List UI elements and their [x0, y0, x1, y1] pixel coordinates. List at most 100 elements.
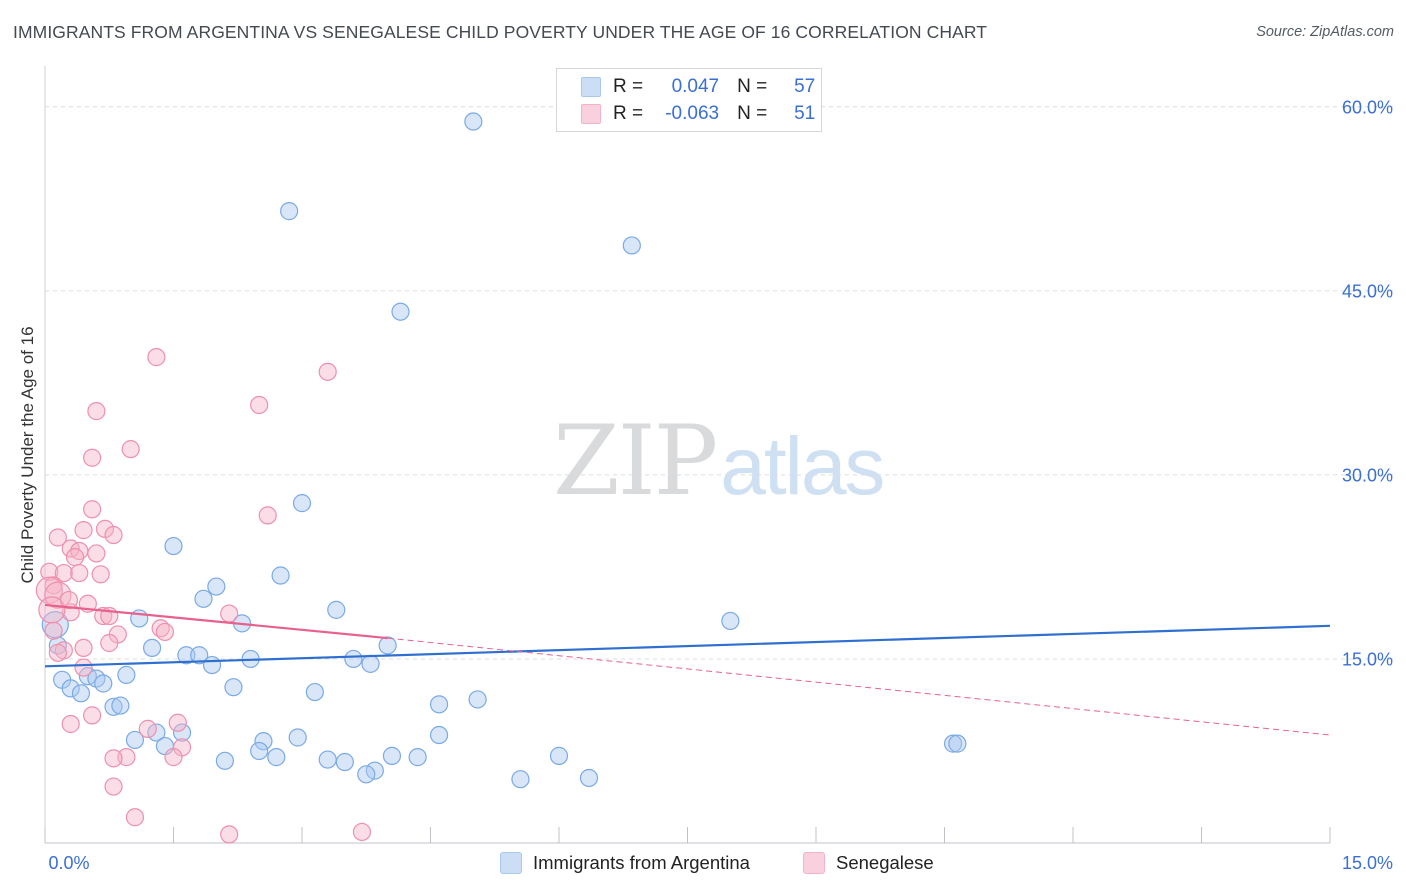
point-argentina — [292, 494, 312, 513]
point-argentina — [948, 734, 967, 753]
y-tick-label: 30.0% — [1342, 465, 1393, 485]
point-argentina — [622, 236, 641, 255]
point-senegalese — [87, 544, 106, 563]
point-argentina — [288, 728, 307, 747]
point-argentina — [378, 636, 397, 655]
watermark: ZIPatlas — [553, 405, 885, 517]
point-senegalese — [168, 713, 187, 732]
point-argentina — [267, 748, 286, 767]
legend-row-argentina: R = 0.047 N = 57 — [581, 75, 815, 99]
point-argentina — [429, 695, 449, 714]
point-senegalese — [54, 563, 73, 583]
point-senegalese — [121, 440, 140, 459]
point-argentina — [280, 202, 299, 221]
point-senegalese — [91, 565, 110, 584]
point-argentina — [194, 589, 213, 608]
watermark-zip: ZIP — [553, 405, 718, 517]
point-argentina — [207, 577, 226, 596]
legend-r-label: R = — [613, 103, 644, 124]
point-argentina — [164, 536, 183, 556]
point-argentina — [271, 566, 290, 585]
point-senegalese — [220, 825, 239, 844]
point-senegalese — [87, 402, 106, 421]
point-senegalese — [125, 808, 145, 827]
point-senegalese — [83, 500, 102, 519]
point-senegalese — [74, 638, 93, 658]
point-argentina — [344, 649, 363, 669]
legend-r-value: -0.063 — [665, 103, 720, 124]
point-senegalese — [65, 548, 85, 567]
series-legend: Immigrants from Argentina Senegalese — [0, 852, 1406, 876]
point-argentina — [305, 682, 324, 702]
point-argentina — [391, 302, 410, 321]
point-argentina — [254, 732, 273, 751]
point-senegalese — [48, 643, 67, 662]
point-argentina — [61, 679, 80, 698]
point-senegalese — [74, 521, 93, 540]
point-argentina — [429, 725, 449, 745]
point-senegalese — [38, 596, 66, 624]
trend-line-argentina — [44, 624, 1331, 668]
legend-n-value: 57 — [794, 76, 816, 97]
point-argentina — [408, 748, 427, 767]
point-argentina — [357, 765, 376, 784]
point-senegalese — [220, 604, 239, 623]
point-argentina — [190, 646, 209, 665]
y-axis-label: Child Poverty Under the Age of 16 — [18, 326, 37, 584]
y-tick-label: 60.0% — [1342, 97, 1393, 117]
point-argentina — [382, 746, 402, 765]
point-argentina — [318, 750, 337, 769]
correlation-legend: R = 0.047 N = 57 R = -0.063 N = 51 — [556, 68, 822, 132]
x-tick-label: 0.0% — [48, 853, 89, 873]
point-senegalese — [318, 362, 337, 381]
point-argentina — [104, 697, 123, 716]
legend-row-senegalese: R = -0.063 N = 51 — [581, 102, 815, 126]
point-senegalese — [74, 658, 93, 677]
point-senegalese — [48, 528, 67, 547]
point-senegalese — [104, 749, 123, 768]
point-argentina — [721, 611, 740, 631]
point-argentina — [125, 730, 145, 750]
point-argentina — [549, 746, 569, 765]
series-label-senegalese: Senegalese — [836, 852, 934, 873]
source-label: Source: ZipAtlas.com — [1256, 24, 1394, 40]
watermark-atlas: atlas — [720, 421, 885, 512]
point-senegalese — [117, 748, 136, 767]
point-senegalese — [258, 506, 277, 525]
point-senegalese — [100, 633, 119, 653]
point-argentina — [943, 734, 963, 753]
point-argentina — [579, 768, 599, 788]
point-argentina — [142, 638, 162, 658]
y-tick-label: 45.0% — [1342, 281, 1393, 301]
legend-n-label: N = — [737, 103, 768, 124]
series-legend-senegalese[interactable]: Senegalese — [803, 852, 934, 874]
trend-line-senegalese — [44, 603, 388, 640]
legend-r-value: 0.047 — [671, 76, 720, 97]
point-argentina — [117, 665, 136, 685]
point-argentina — [327, 600, 346, 619]
point-senegalese — [61, 714, 80, 734]
point-senegalese — [138, 719, 157, 738]
point-argentina — [250, 741, 269, 761]
point-argentina — [177, 646, 196, 665]
legend-n-value: 51 — [794, 103, 816, 124]
point-senegalese — [83, 448, 102, 467]
point-argentina — [224, 678, 243, 697]
legend-r-label: R = — [613, 76, 644, 97]
point-argentina — [94, 674, 113, 693]
point-senegalese — [59, 590, 79, 610]
chart-title: IMMIGRANTS FROM ARGENTINA VS SENEGALESE … — [13, 22, 988, 42]
series-legend-argentina[interactable]: Immigrants from Argentina — [500, 852, 750, 874]
point-senegalese — [44, 581, 72, 609]
point-senegalese — [40, 562, 59, 581]
x-tick-label: 15.0% — [1342, 853, 1393, 873]
point-senegalese — [164, 748, 183, 767]
legend-swatch-senegalese — [581, 104, 601, 124]
point-senegalese — [104, 777, 123, 796]
point-senegalese — [70, 563, 89, 583]
point-senegalese — [104, 525, 123, 545]
point-argentina — [111, 696, 130, 715]
point-argentina — [464, 112, 483, 131]
point-senegalese — [147, 348, 166, 367]
